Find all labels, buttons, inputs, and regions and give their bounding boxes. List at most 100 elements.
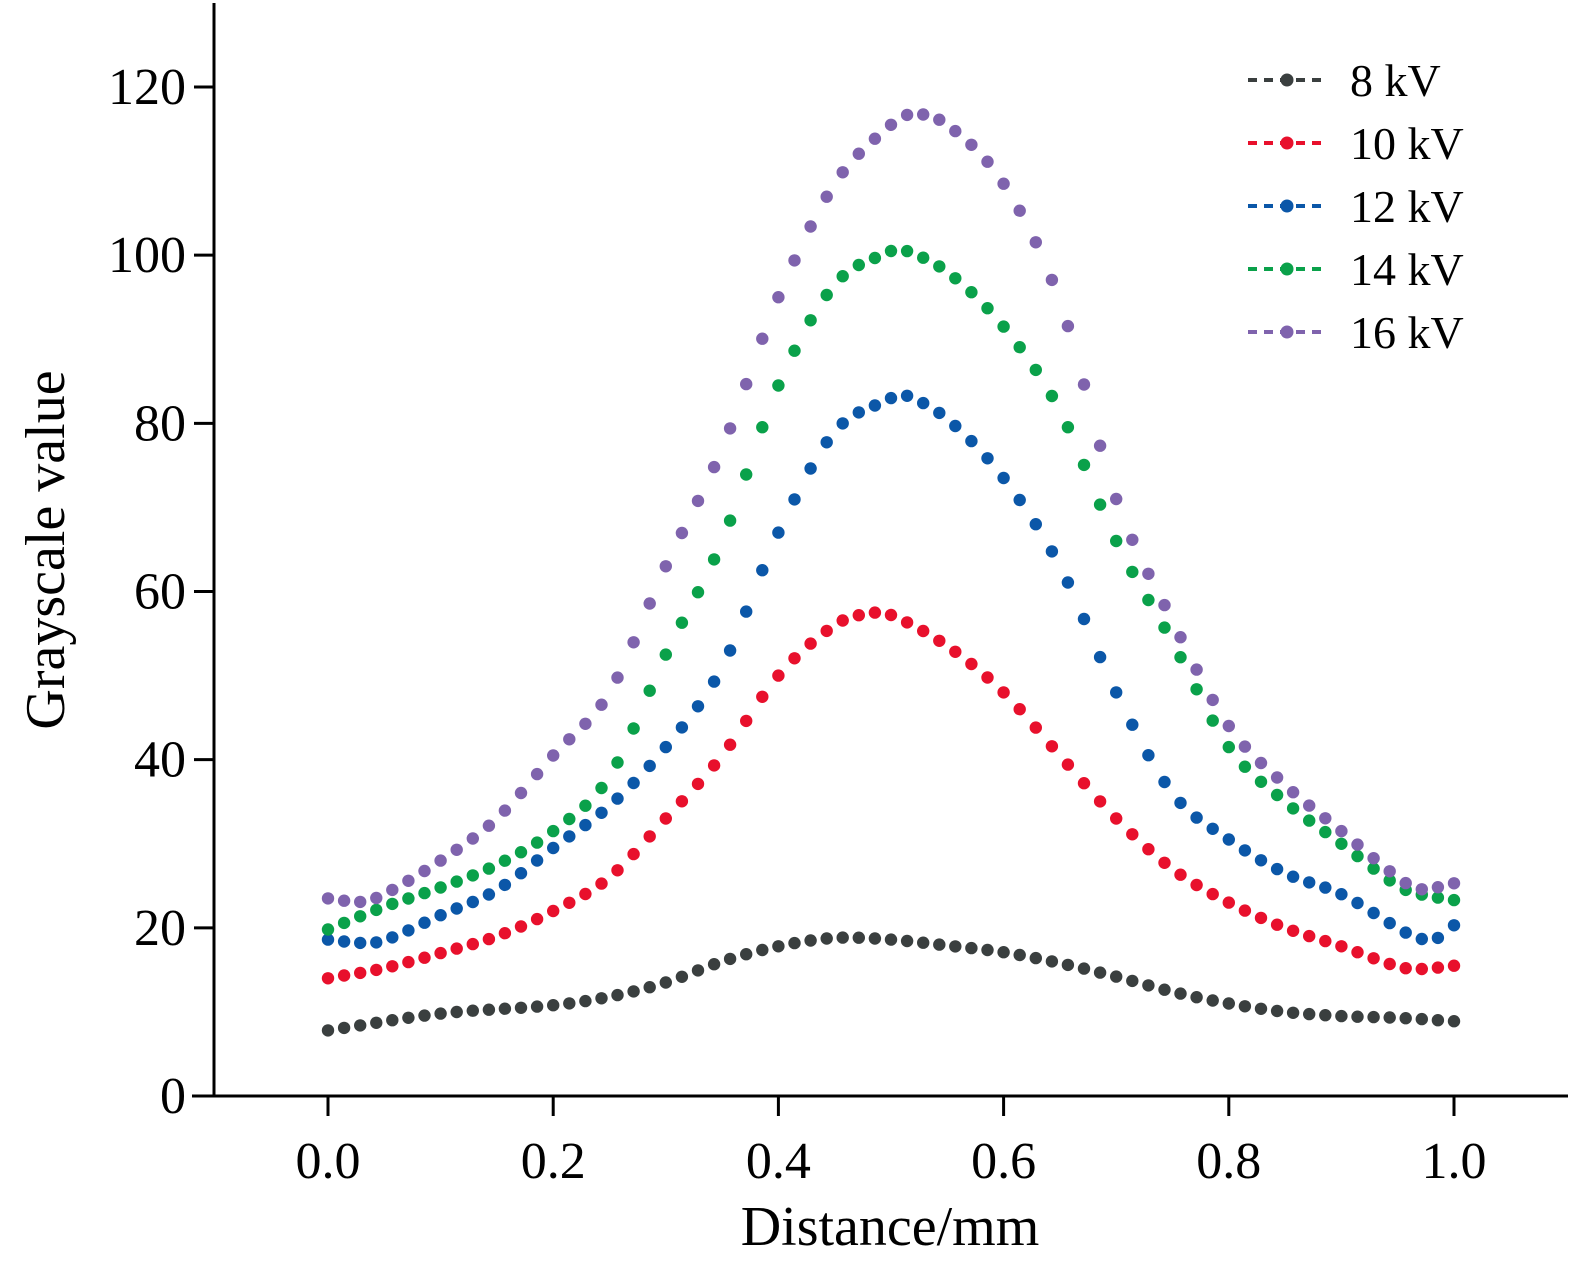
data-point — [1447, 893, 1461, 907]
data-point — [707, 759, 721, 772]
data-point — [659, 648, 672, 661]
y-tick-label: 100 — [108, 227, 186, 284]
series-16-kv — [321, 108, 1461, 909]
data-point — [1399, 962, 1412, 975]
data-point — [1045, 545, 1059, 558]
data-point — [482, 888, 496, 901]
data-point — [1126, 565, 1139, 579]
data-point — [514, 786, 528, 800]
data-point — [659, 976, 672, 989]
data-point — [1013, 493, 1026, 507]
data-point — [579, 799, 592, 812]
data-point — [514, 920, 528, 933]
data-point — [788, 493, 801, 506]
series-14-kv — [321, 244, 1461, 936]
data-point — [434, 1007, 447, 1020]
data-point — [1286, 786, 1300, 799]
data-point — [1319, 881, 1332, 894]
data-point — [1110, 534, 1123, 548]
y-tick-label: 60 — [134, 564, 186, 621]
data-point — [643, 597, 656, 610]
data-point — [466, 937, 479, 951]
data-point — [981, 943, 994, 957]
data-point — [1238, 740, 1252, 753]
data-point — [852, 609, 865, 622]
data-point — [981, 155, 994, 168]
data-point — [563, 830, 576, 843]
data-point — [868, 606, 882, 619]
data-point — [1319, 1009, 1332, 1022]
data-point — [337, 969, 351, 982]
data-point — [981, 302, 994, 315]
data-point — [337, 894, 351, 907]
x-axis-title: Distance/mm — [741, 1196, 1040, 1258]
data-point — [1415, 962, 1429, 976]
legend-swatch-dot — [1280, 262, 1294, 276]
data-point — [530, 1000, 544, 1013]
legend-swatch-dot — [1280, 136, 1294, 150]
data-point — [1367, 952, 1380, 965]
data-point — [788, 344, 801, 357]
data-point — [659, 812, 672, 825]
data-point — [466, 895, 479, 909]
data-point — [1254, 756, 1268, 770]
data-point — [852, 931, 865, 944]
data-point — [1174, 651, 1187, 664]
data-point — [1431, 881, 1445, 894]
data-point — [1222, 896, 1236, 909]
data-point — [579, 717, 592, 730]
data-point — [740, 377, 753, 391]
data-point — [482, 819, 496, 832]
data-point — [707, 675, 721, 688]
data-point — [1383, 874, 1396, 887]
data-point — [386, 883, 399, 897]
data-point — [804, 637, 817, 650]
data-point — [1061, 319, 1075, 333]
data-point — [1254, 911, 1268, 925]
data-point — [1431, 1014, 1445, 1027]
data-point — [1303, 1007, 1316, 1021]
data-point — [691, 494, 705, 508]
data-point — [1351, 838, 1364, 851]
data-point — [1447, 919, 1461, 932]
data-point — [1061, 958, 1075, 972]
data-point — [1110, 812, 1123, 825]
data-point — [1061, 576, 1075, 589]
data-point — [321, 933, 335, 946]
data-point — [804, 314, 817, 327]
data-point — [917, 624, 930, 638]
data-point — [482, 1003, 496, 1016]
data-point — [933, 634, 946, 647]
legend-item: 14 kV — [1248, 244, 1464, 295]
data-point — [579, 994, 592, 1008]
data-point — [820, 288, 833, 302]
y-axis-title: Grayscale value — [15, 370, 77, 729]
data-point — [949, 419, 962, 433]
data-point — [611, 671, 624, 684]
data-point — [337, 935, 351, 948]
data-point — [1190, 683, 1203, 696]
data-point — [579, 818, 592, 832]
data-point — [1238, 904, 1252, 917]
data-point — [1190, 878, 1203, 892]
data-point — [1399, 876, 1412, 890]
data-point — [836, 931, 849, 944]
data-point — [1319, 825, 1332, 839]
data-point — [1415, 1012, 1429, 1026]
data-point — [1093, 650, 1107, 664]
data-point — [337, 916, 351, 930]
data-point — [1222, 997, 1236, 1010]
data-point — [611, 792, 624, 805]
data-point — [498, 854, 512, 867]
series-12-kv — [321, 389, 1461, 950]
data-point — [1351, 896, 1364, 910]
data-point — [804, 934, 817, 947]
data-point — [884, 118, 898, 131]
data-point — [1174, 796, 1187, 810]
data-point — [868, 932, 882, 945]
data-point — [723, 738, 737, 751]
data-point — [1447, 959, 1461, 972]
data-point — [997, 686, 1010, 699]
x-tick-label: 0.2 — [521, 1133, 586, 1190]
data-point — [450, 1005, 463, 1019]
